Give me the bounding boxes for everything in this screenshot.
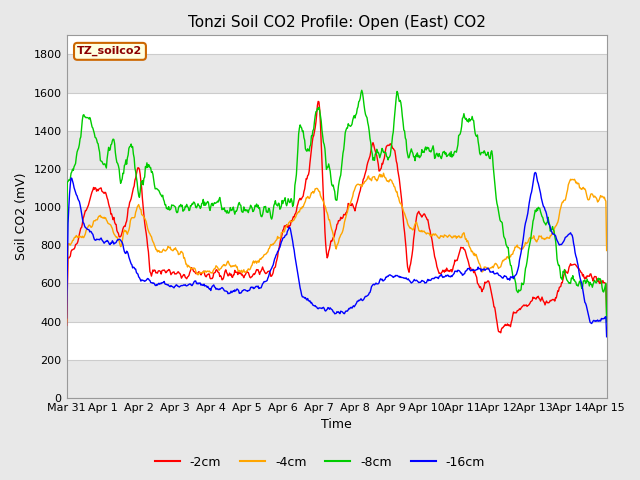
Bar: [67, 245, 607, 284]
-16cm: [63, 315, 70, 321]
-8cm: [63, 252, 70, 258]
-4cm: [603, 248, 611, 253]
Title: Tonzi Soil CO2 Profile: Open (East) CO2: Tonzi Soil CO2 Profile: Open (East) CO2: [188, 15, 486, 30]
Legend: -2cm, -4cm, -8cm, -16cm: -2cm, -4cm, -8cm, -16cm: [150, 451, 490, 474]
-2cm: [419, 213, 426, 218]
Bar: [67, 169, 607, 207]
-4cm: [419, 229, 426, 235]
-2cm: [72, 241, 80, 247]
-8cm: [211, 201, 219, 206]
-2cm: [403, 256, 411, 262]
-2cm: [128, 192, 136, 198]
Text: TZ_soilco2: TZ_soilco2: [77, 46, 143, 57]
-16cm: [72, 192, 80, 198]
-8cm: [603, 319, 611, 325]
X-axis label: Time: Time: [321, 419, 352, 432]
-2cm: [211, 269, 219, 275]
-16cm: [402, 275, 410, 281]
Bar: [67, 131, 607, 169]
-16cm: [418, 277, 426, 283]
-16cm: [603, 334, 611, 340]
-8cm: [128, 144, 136, 150]
-16cm: [531, 169, 539, 175]
-2cm: [63, 323, 70, 328]
-4cm: [63, 319, 70, 324]
Bar: [67, 54, 607, 93]
-8cm: [358, 87, 365, 93]
-4cm: [380, 170, 387, 176]
Bar: [67, 322, 607, 360]
-4cm: [183, 262, 191, 267]
-4cm: [128, 215, 136, 220]
-8cm: [183, 202, 191, 207]
-16cm: [128, 262, 136, 268]
Bar: [67, 207, 607, 245]
-4cm: [211, 265, 219, 271]
Bar: [67, 284, 607, 322]
-8cm: [419, 149, 426, 155]
Line: -2cm: -2cm: [67, 101, 607, 333]
-2cm: [314, 98, 322, 104]
Line: -16cm: -16cm: [67, 172, 607, 337]
-8cm: [403, 147, 411, 153]
Line: -8cm: -8cm: [67, 90, 607, 322]
-16cm: [183, 283, 191, 289]
-4cm: [403, 217, 411, 223]
Bar: [67, 93, 607, 131]
-4cm: [72, 233, 80, 239]
-16cm: [211, 285, 219, 290]
-2cm: [183, 276, 191, 282]
-8cm: [72, 154, 80, 160]
Line: -4cm: -4cm: [67, 173, 607, 322]
-2cm: [497, 330, 504, 336]
-2cm: [603, 310, 611, 316]
Bar: [67, 360, 607, 398]
Y-axis label: Soil CO2 (mV): Soil CO2 (mV): [15, 173, 28, 261]
